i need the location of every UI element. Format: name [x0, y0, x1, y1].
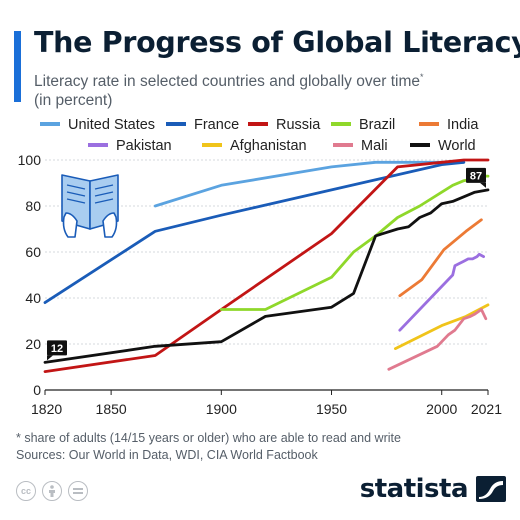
chart-legend: United States France Russia Brazil India Paki… — [40, 117, 479, 154]
y-tick-label: 40 — [25, 290, 41, 306]
legend-item-brazil[interactable]: Brazil — [331, 117, 395, 133]
legend-label: United States — [68, 117, 155, 133]
page-subtitle: Literacy rate in selected countries and … — [34, 68, 504, 110]
footnote-definition: * share of adults (14/15 years or older)… — [16, 431, 401, 445]
series-line-india — [398, 218, 483, 298]
chart-series-lines — [43, 158, 490, 373]
data-label-box — [466, 167, 486, 183]
legend-label: World — [438, 138, 476, 154]
legend-label: Afghanistan — [230, 138, 307, 154]
y-tick-label: 60 — [25, 244, 41, 260]
x-tick-label: 1900 — [206, 401, 237, 417]
x-tick-label: 1950 — [316, 401, 347, 417]
y-tick-label: 0 — [33, 382, 41, 398]
legend-label: Russia — [276, 117, 321, 133]
footnote-sources: Sources: Our World in Data, WDI, CIA Wor… — [16, 448, 318, 462]
legend-label: Mali — [361, 138, 388, 154]
data-label-text: 12 — [51, 343, 63, 355]
legend-item-france[interactable]: France — [166, 117, 239, 133]
chart-y-axis: 0 20 40 60 80 100 — [18, 152, 42, 398]
chart-data-labels: 12 87 — [47, 167, 486, 361]
data-label-pointer — [480, 182, 486, 188]
series-line-pakistan — [398, 252, 485, 332]
series-line-mali — [387, 308, 488, 371]
legend-item-india[interactable]: India — [419, 117, 479, 133]
subtitle-footnote-marker: * — [419, 72, 424, 82]
series-line-russia — [43, 158, 490, 373]
statista-logo[interactable]: statista — [360, 474, 506, 504]
legend-item-united-states[interactable]: United States — [40, 117, 155, 133]
x-tick-label: 1850 — [96, 401, 127, 417]
chart-x-axis: 1820 1850 1900 1950 2000 2021 — [31, 390, 502, 417]
series-line-world — [43, 188, 490, 364]
legend-item-mali[interactable]: Mali — [333, 138, 388, 154]
no-derivatives-icon[interactable] — [68, 481, 88, 501]
legend-item-world[interactable]: World — [410, 138, 476, 154]
cc-icon[interactable]: cc — [16, 481, 36, 501]
data-label-world-2021: 87 — [466, 167, 486, 188]
statista-mark-icon — [476, 476, 506, 502]
brand-wordmark: statista — [359, 474, 469, 504]
subtitle-unit: (in percent) — [34, 92, 113, 110]
legend-label: Pakistan — [116, 138, 172, 154]
x-tick-label: 2000 — [426, 401, 457, 417]
legend-label: Brazil — [359, 117, 395, 133]
x-tick-label: 1820 — [31, 401, 62, 417]
legend-item-afghanistan[interactable]: Afghanistan — [202, 138, 307, 154]
attribution-icon[interactable] — [42, 481, 62, 501]
y-tick-label: 20 — [25, 336, 41, 352]
data-label-box — [47, 340, 67, 356]
data-label-pointer — [47, 355, 53, 361]
legend-label: India — [447, 117, 479, 133]
page-title: The Progress of Global Literacy — [34, 26, 520, 59]
legend-item-russia[interactable]: Russia — [248, 117, 321, 133]
open-book-icon — [61, 174, 119, 238]
chart-footnote: * share of adults (14/15 years or older)… — [16, 430, 506, 464]
y-tick-label: 80 — [25, 198, 41, 214]
legend-label: France — [194, 117, 239, 133]
series-line-afghanistan — [394, 303, 490, 350]
literacy-line-chart: United States France Russia Brazil India Paki… — [18, 117, 503, 417]
title-accent-bar — [14, 31, 21, 102]
license-icons: cc — [16, 481, 88, 501]
data-label-text: 87 — [470, 170, 482, 182]
y-tick-label: 100 — [18, 152, 42, 168]
series-line-france — [43, 160, 466, 304]
x-tick-label: 2021 — [471, 401, 502, 417]
legend-item-pakistan[interactable]: Pakistan — [88, 138, 172, 154]
subtitle-text: Literacy rate in selected countries and … — [34, 73, 420, 91]
data-label-world-1820: 12 — [47, 340, 67, 361]
